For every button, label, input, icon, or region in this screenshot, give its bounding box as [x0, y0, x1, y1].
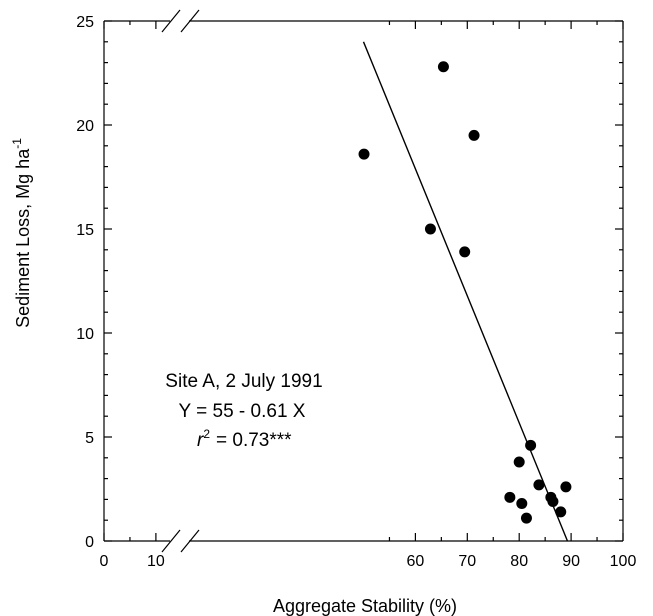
data-point-6	[504, 491, 516, 503]
labels-group: Aggregate Stability (%) Sediment Loss, M…	[10, 14, 636, 616]
x-tick-label: 10	[147, 553, 165, 570]
annotation-equation: Y = 55 - 0.61 X	[179, 401, 306, 422]
x-tick-label: 100	[610, 553, 637, 570]
data-point-11	[533, 479, 545, 491]
data-point-13	[547, 495, 559, 507]
x-tick-label: 80	[510, 553, 528, 570]
y-tick-label: 10	[76, 326, 94, 343]
data-point-14	[555, 506, 567, 518]
data-point-7	[513, 456, 525, 468]
y-tick-label: 20	[76, 118, 94, 135]
data-point-2	[424, 223, 436, 235]
annotation-r-squared: r2 = 0.73***	[197, 427, 292, 451]
x-tick-label: 90	[562, 553, 580, 570]
y-axis-title: Sediment Loss, Mg ha-1	[10, 138, 33, 328]
axis-break-mark-bottom-2	[180, 529, 200, 553]
y-tick-label: 25	[76, 14, 94, 31]
y-tick-label: 5	[85, 430, 94, 447]
y-axis-title-superscript: -1	[10, 138, 24, 149]
data-point-1	[358, 148, 370, 160]
y-axis-title-main: Sediment Loss, Mg ha	[13, 148, 33, 328]
axes-group	[103, 9, 624, 553]
data-point-3	[437, 61, 449, 73]
x-axis-title: Aggregate Stability (%)	[273, 596, 457, 616]
axis-break-mark-top-2	[180, 9, 200, 33]
axis-break-mark-top-1	[161, 9, 181, 33]
regression-line	[362, 41, 569, 542]
data-point-4	[459, 246, 471, 258]
data-point-5	[468, 129, 480, 141]
data-point-15	[560, 481, 572, 493]
annotation-r-value: = 0.73***	[216, 430, 292, 451]
data-point-10	[525, 439, 537, 451]
axis-break-mark-bottom-1	[161, 529, 181, 553]
data-point-8	[516, 498, 528, 510]
y-tick-label: 15	[76, 222, 94, 239]
y-tick-label: 0	[85, 534, 94, 551]
marks-group	[358, 41, 572, 542]
x-tick-label: 70	[458, 553, 476, 570]
data-point-9	[520, 512, 532, 524]
annotation-site: Site A, 2 July 1991	[165, 371, 322, 392]
annotation-r-symbol: r	[197, 430, 204, 451]
x-tick-label: 0	[100, 553, 109, 570]
x-tick-label: 60	[407, 553, 425, 570]
annotation-r-exponent: 2	[203, 427, 210, 441]
